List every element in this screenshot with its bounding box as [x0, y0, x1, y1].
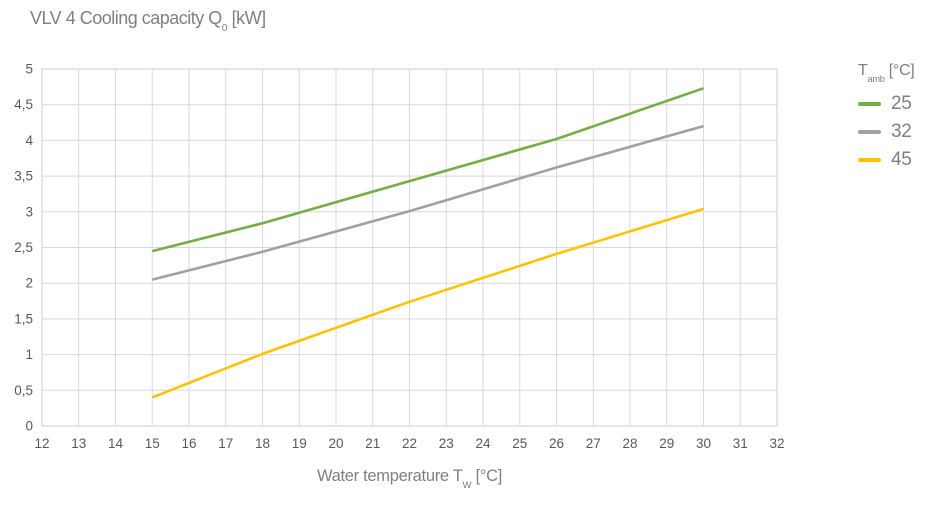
y-tick-label: 1,5 [14, 311, 33, 326]
legend-item-32: 32 [858, 121, 938, 142]
y-tick-label: 4 [25, 133, 33, 148]
chart-title-text: VLV 4 Cooling capacity Q [30, 8, 222, 28]
x-tick-label: 17 [218, 436, 233, 451]
x-tick-label: 26 [549, 436, 564, 451]
series-line-45 [151, 207, 704, 399]
legend-items: 25 32 45 [858, 93, 938, 170]
legend-item-label: 45 [891, 149, 912, 170]
y-tick-label: 1 [25, 347, 33, 362]
x-tick-label: 15 [145, 436, 160, 451]
x-tick-label: 19 [292, 436, 307, 451]
x-axis-label-unit: [°C] [471, 467, 503, 485]
x-tick-label: 13 [71, 436, 86, 451]
x-tick-label: 14 [108, 436, 124, 451]
series-line-32 [151, 124, 704, 281]
y-tick-label: 0 [25, 419, 33, 434]
legend-swatch-icon [858, 129, 881, 135]
x-tick-label: 31 [733, 436, 748, 451]
y-tick-label: 0,5 [14, 383, 33, 398]
x-tick-label: 23 [439, 436, 454, 451]
x-tick-label: 25 [512, 436, 527, 451]
x-tick-label: 18 [255, 436, 270, 451]
legend-title: Tamb [°C] [858, 62, 938, 83]
y-tick-label: 2 [25, 276, 33, 291]
legend-swatch-icon [858, 157, 881, 163]
chart-title: VLV 4 Cooling capacity Q0 [kW] [30, 8, 266, 34]
legend: Tamb [°C] 25 32 45 [858, 62, 938, 170]
y-tick-label: 4,5 [14, 97, 33, 112]
legend-item-45: 45 [858, 149, 938, 170]
legend-swatch-icon [858, 101, 881, 107]
y-tick-label: 3 [25, 204, 33, 219]
legend-item-label: 25 [891, 93, 912, 114]
x-tick-label: 12 [34, 436, 49, 451]
x-tick-label: 29 [659, 436, 674, 451]
plot-border [41, 68, 778, 427]
x-tick-label: 28 [622, 436, 637, 451]
x-axis-label: Water temperature TW [°C] [42, 467, 777, 490]
x-tick-label: 24 [475, 436, 491, 451]
legend-item-25: 25 [858, 93, 938, 114]
y-tick-label: 5 [25, 62, 33, 77]
y-tick-label: 3,5 [14, 169, 33, 184]
x-axis-label-text: Water temperature T [316, 467, 463, 485]
x-axis-label-subscript: W [462, 479, 472, 491]
x-tick-label: 21 [365, 436, 380, 451]
legend-item-label: 32 [891, 121, 912, 142]
legend-title-text: T [858, 62, 868, 79]
legend-title-unit: [°C] [884, 62, 915, 79]
x-tick-label: 16 [181, 436, 196, 451]
x-tick-label: 27 [586, 436, 601, 451]
x-tick-label: 20 [328, 436, 343, 451]
chart-title-subscript: 0 [221, 23, 228, 35]
x-tick-label: 22 [402, 436, 417, 451]
y-tick-label: 2,5 [14, 240, 33, 255]
x-tick-label: 32 [769, 436, 784, 451]
chart-title-unit: [kW] [227, 8, 266, 28]
legend-title-subscript: amb [867, 73, 885, 84]
series-line-25 [151, 87, 704, 253]
x-tick-label: 30 [696, 436, 711, 451]
